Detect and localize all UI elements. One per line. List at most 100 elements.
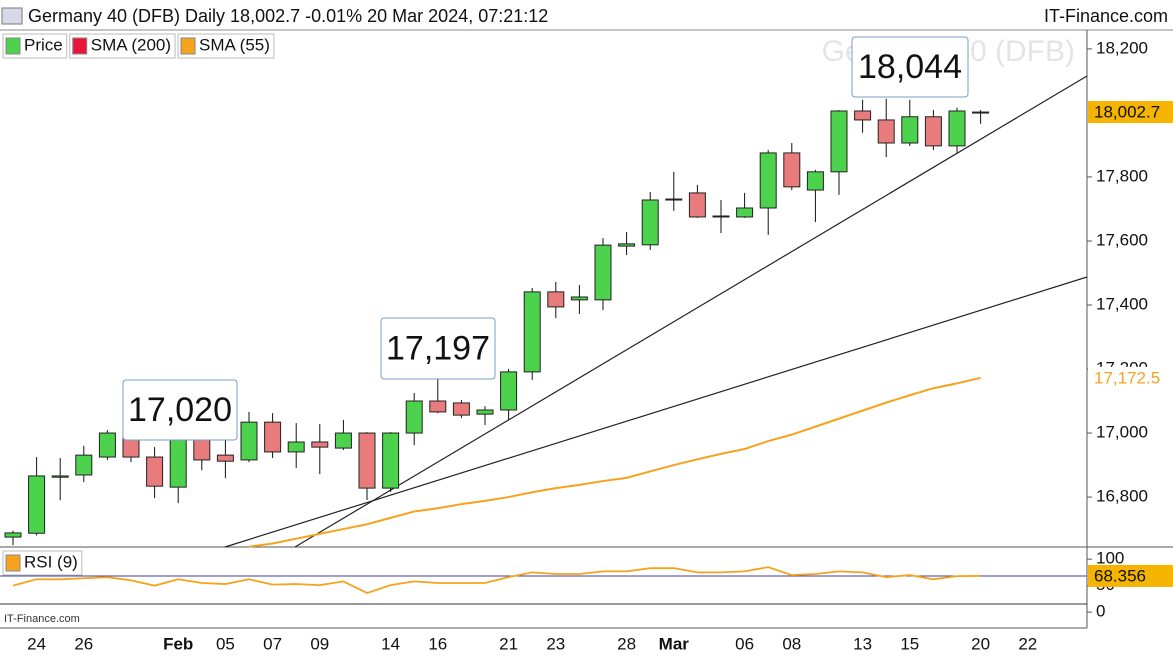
legend-swatch [180,37,196,55]
x-tick-label: 05 [216,634,235,653]
legend-swatch [5,37,21,55]
y-tick-label: 17,800 [1096,166,1148,185]
candle-body [570,296,588,301]
legend-swatch [5,554,21,572]
candle-body [98,432,116,458]
candle-body [476,409,494,415]
x-tick-label: 13 [853,634,872,653]
legend-label: Price [24,35,63,54]
candle-body [783,152,801,188]
y-tick-label: 17,000 [1096,423,1148,442]
x-tick-label: 15 [900,634,919,653]
brand: IT-Finance.com [1044,6,1168,26]
candle-body [594,244,612,301]
legend-box [2,550,83,576]
candle-body [948,110,966,147]
sma-line [248,376,981,548]
candle-body [429,400,447,413]
legend-box [2,33,68,59]
y-tick-label: 18,200 [1096,38,1148,57]
candle-body [972,111,990,114]
annotation-box [380,317,496,380]
candle-body [854,110,872,121]
annotation-box [851,36,969,98]
candle-body [358,432,376,489]
candle-body [264,421,282,453]
legend-label: SMA (55) [199,35,270,54]
candle-body [618,243,636,247]
legend-label: SMA (200) [91,35,171,54]
value-tag-bg [1088,101,1173,124]
x-tick-label: 26 [74,634,93,653]
candle-body [334,432,352,449]
candle-body [924,116,942,147]
candle-body [311,441,329,448]
y-tick-label: 100 [1096,549,1124,568]
x-tick-label: 09 [310,634,329,653]
candle-body [641,199,659,246]
candle-body [877,119,895,144]
x-tick-label: Feb [163,634,193,653]
candle-body [169,436,187,488]
candle-body [830,110,848,173]
annotation-box [122,379,238,441]
value-tag: 68.356 [1094,566,1146,585]
header-title: Germany 40 (DFB) Daily 18,002.7 -0.01% 2… [28,6,548,26]
legend-label: RSI (9) [24,552,78,571]
x-tick-label: 21 [499,634,518,653]
annotation: 17,020 [128,391,232,429]
x-tick-label: 20 [971,634,990,653]
candle-body [240,421,258,461]
candle-body [405,400,423,434]
candle-body [759,152,777,209]
value-tag-bg [1088,564,1173,587]
trend-line [224,276,1088,548]
trend-line [294,75,1088,548]
legend-swatch [72,37,88,55]
x-tick-label: 14 [381,634,400,653]
value-tag: 18,002.7 [1094,103,1160,122]
candle-body [287,441,305,453]
x-tick-label: 22 [1018,634,1037,653]
x-tick-label: 08 [782,634,801,653]
annotation: 18,044 [858,48,962,86]
x-tick-label: 23 [546,634,565,653]
y-tick-label: 0 [1096,602,1105,621]
candle-body [216,454,234,462]
y-tick-label: 16,800 [1096,487,1148,506]
candle-body [736,207,754,218]
candle-body [523,291,541,373]
candle-body [712,215,730,218]
x-tick-label: 24 [27,634,46,653]
candle-body [500,371,518,411]
y-tick-label: 17,400 [1096,294,1148,313]
candle-body [806,171,824,191]
value-tag-bg [1088,366,1173,389]
candle-body [382,432,400,489]
candle-body [28,475,46,534]
demo-icon [1,7,23,25]
candle-body [4,532,22,538]
x-tick-label: 07 [263,634,282,653]
candle-body [665,198,683,201]
x-tick-label: 28 [617,634,636,653]
x-tick-label: Mar [659,634,690,653]
candle-body [688,192,706,218]
value-tag: 17,172.5 [1094,368,1160,387]
candle-body [51,475,69,478]
candle-body [146,456,164,487]
x-tick-label: 06 [735,634,754,653]
x-tick-label: 16 [428,634,447,653]
annotation: 17,197 [386,329,490,367]
candle-body [901,116,919,144]
legend-box [177,33,275,59]
y-tick-label: 17,600 [1096,230,1148,249]
candle-body [452,402,470,416]
rsi-line [12,566,981,595]
candle-body [75,454,93,476]
candle-body [547,291,565,308]
legend-box [69,33,176,59]
small-brand: IT-Finance.com [4,613,80,625]
